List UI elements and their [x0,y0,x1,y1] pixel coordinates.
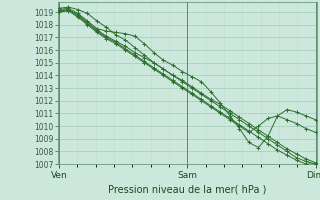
X-axis label: Pression niveau de la mer( hPa ): Pression niveau de la mer( hPa ) [108,184,266,194]
